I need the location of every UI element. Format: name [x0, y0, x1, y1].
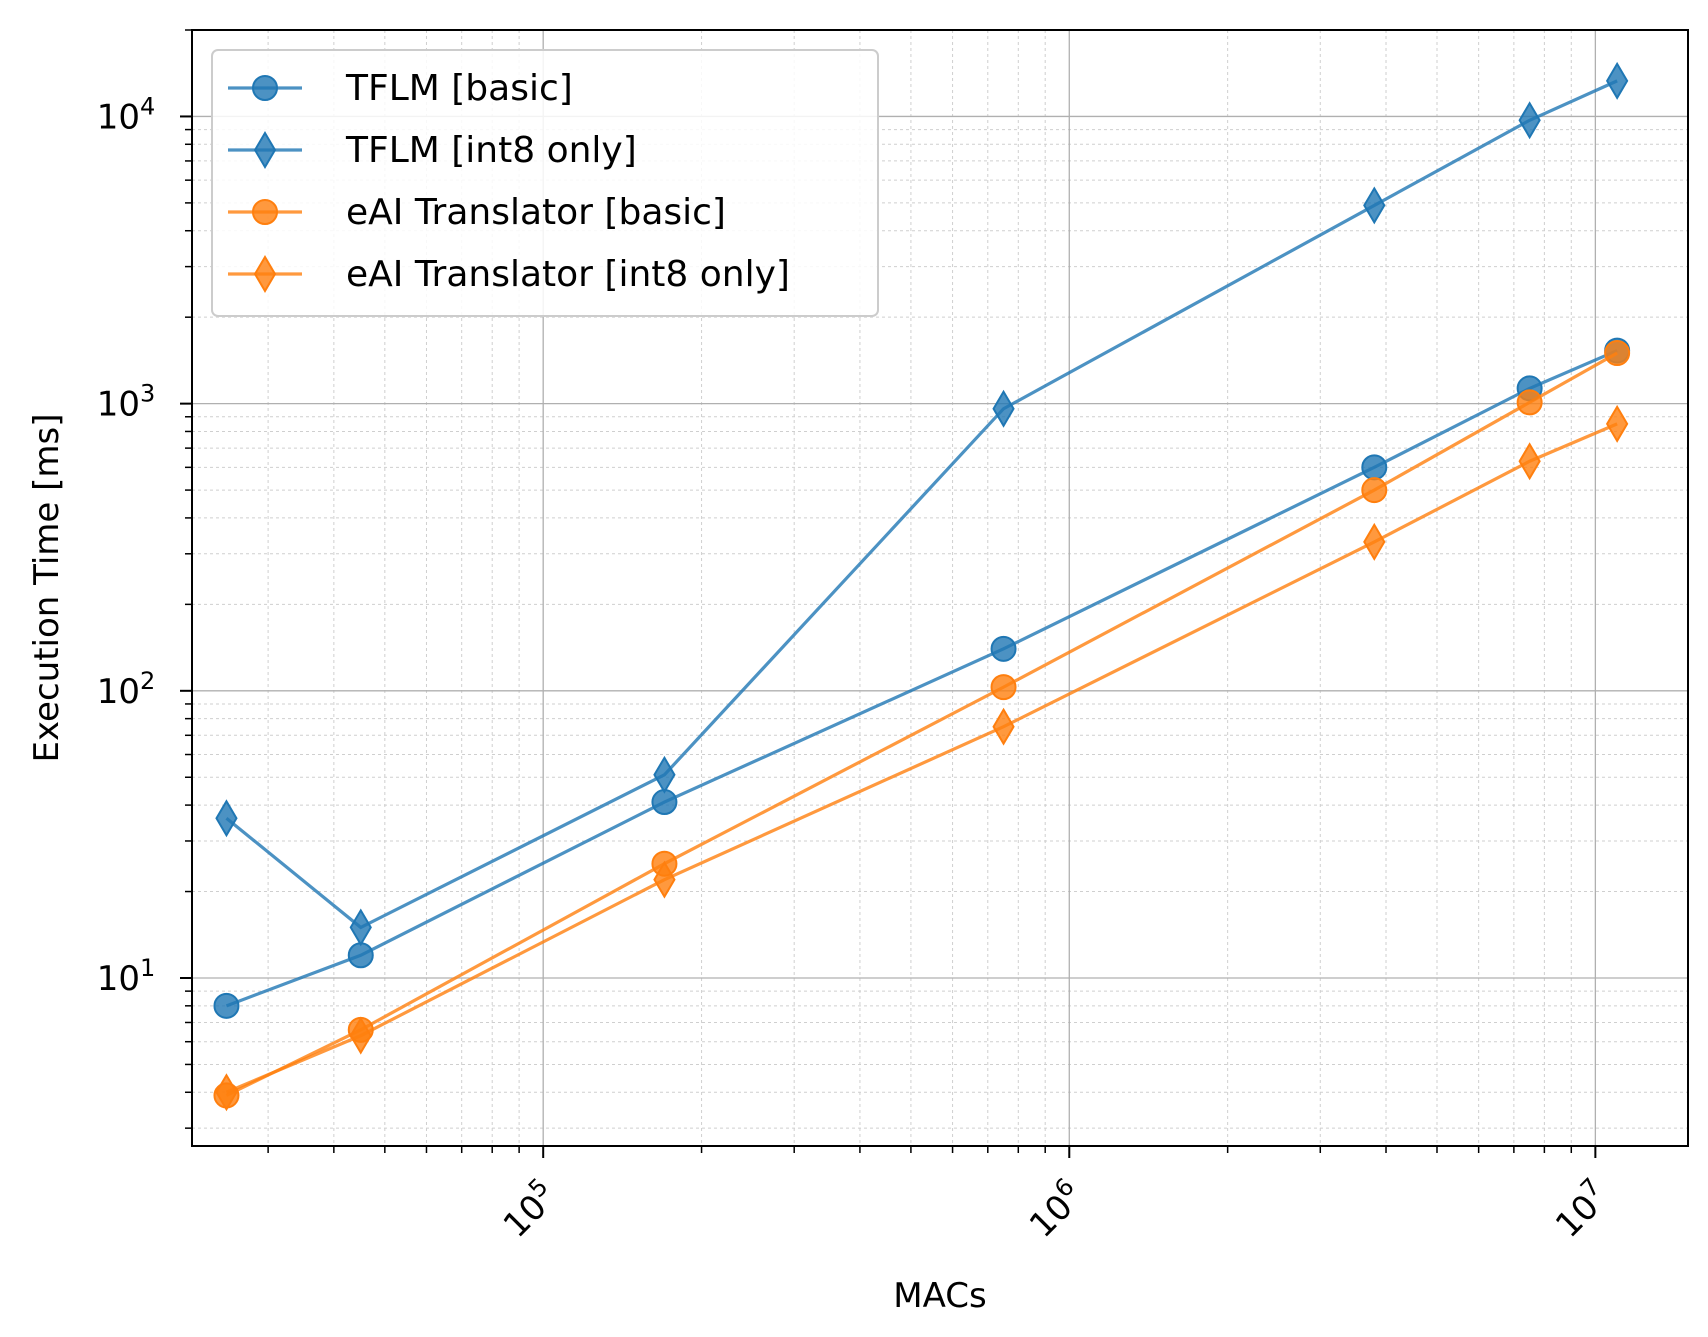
y-tick-label: 101: [97, 954, 156, 999]
series-line: [225, 422, 1618, 1094]
data-point: [1516, 389, 1543, 416]
y-axis-label: Execution Time [ms]: [27, 413, 67, 762]
legend-marker: [253, 131, 277, 169]
legend-marker: [253, 255, 277, 293]
legend-label: eAI Translator [basic]: [346, 192, 726, 233]
y-tick-label: 103: [97, 380, 156, 425]
data-point: [1604, 340, 1631, 367]
legend-label: TFLM [basic]: [345, 68, 573, 109]
x-tick-label: 106: [1018, 1173, 1091, 1246]
data-point: [992, 707, 1015, 746]
data-point: [349, 908, 372, 947]
data-point: [213, 992, 240, 1019]
y-tick-label: 102: [97, 667, 156, 712]
data-point: [653, 860, 676, 899]
legend-box: [211, 49, 879, 317]
data-point: [1363, 186, 1386, 225]
data-point: [1361, 477, 1388, 504]
data-point: [1518, 442, 1541, 481]
data-point: [992, 389, 1015, 428]
data-point: [990, 635, 1017, 662]
series-line: [225, 351, 1618, 1097]
y-tick-label: 104: [97, 92, 156, 137]
data-point: [1363, 522, 1386, 561]
data-point: [349, 1016, 372, 1055]
series-3: [215, 404, 1629, 1112]
data-point: [990, 674, 1017, 701]
legend: TFLM [basic] TFLM [int8 only] eAI Translat…: [211, 49, 879, 317]
data-point: [653, 755, 676, 794]
data-point: [215, 799, 238, 838]
legend-label: TFLM [int8 only]: [345, 130, 637, 171]
series-line: [225, 349, 1618, 1008]
legend-marker: [252, 75, 278, 101]
data-point: [1605, 61, 1629, 100]
series-layer: [213, 61, 1631, 1112]
legend-label: eAI Translator [int8 only]: [346, 254, 790, 295]
x-tick-label: 105: [492, 1173, 565, 1246]
data-point: [215, 1073, 238, 1112]
plot-frame: [191, 29, 1689, 1147]
data-point: [1361, 454, 1388, 481]
data-point: [347, 942, 374, 969]
x-tick-label: 107: [1545, 1173, 1618, 1246]
series-1: [215, 61, 1629, 947]
legend-marker: [252, 199, 278, 225]
data-point: [1518, 101, 1541, 140]
data-point: [1605, 404, 1629, 443]
x-axis-label: MACs: [893, 1276, 986, 1316]
